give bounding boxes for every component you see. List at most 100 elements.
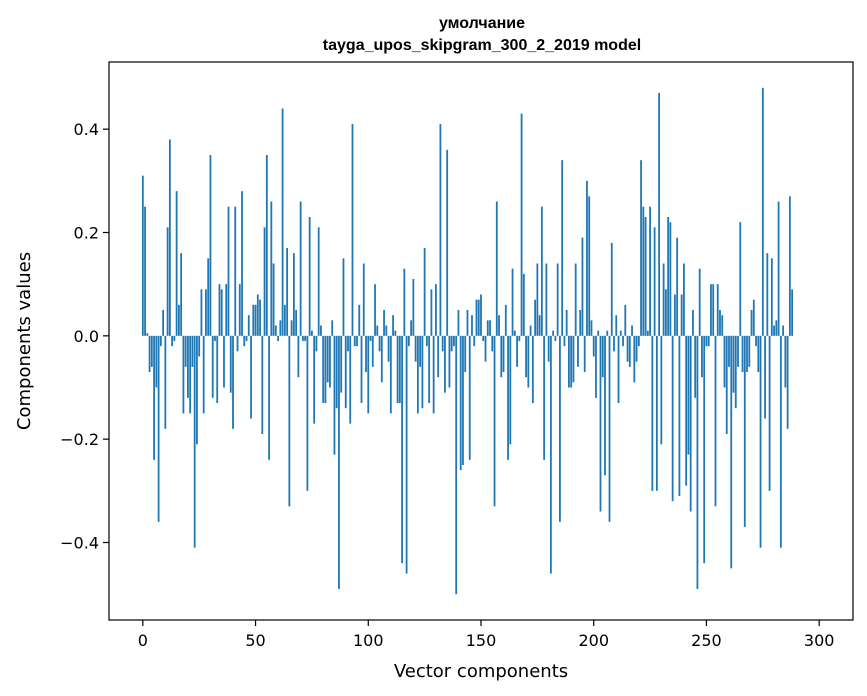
bar-230 [660,335,663,445]
bar-180 [547,335,550,362]
bar-160 [502,335,505,372]
bar-175 [536,263,539,336]
bar-127 [428,335,431,403]
y-tick-label: 0.2 [74,224,99,243]
bar-200 [592,335,595,357]
bar-69 [297,335,300,378]
bar-285 [784,335,787,388]
bar-35 [220,289,223,336]
bar-89 [342,258,345,336]
bar-25 [198,335,201,357]
bar-202 [597,330,600,336]
bar-154 [489,320,491,336]
bar-24 [196,335,198,445]
bar-31 [211,335,214,398]
bar-134 [444,335,446,393]
bar-92 [349,335,352,424]
x-tick-label: 250 [691,631,722,650]
bar-6 [155,335,158,388]
bar-193 [577,335,579,367]
bar-42 [236,335,239,352]
bar-135 [446,149,449,336]
bar-167 [518,335,521,341]
bar-161 [504,304,507,336]
bar-157 [495,201,498,336]
bar-110 [389,335,392,414]
bar-231 [662,263,665,336]
bar-73 [306,335,309,491]
bar-210 [615,315,618,336]
bar-64 [286,248,289,336]
bar-261 [730,335,733,569]
bar-213 [622,335,624,347]
bar-228 [655,335,658,491]
bar-255 [716,284,719,336]
bar-77 [315,335,318,352]
bar-219 [635,335,638,362]
bar-189 [568,335,570,388]
bar-140 [457,310,460,336]
bar-220 [637,335,640,347]
bar-117 [405,335,408,574]
bar-14 [173,335,176,341]
bar-253 [712,284,715,336]
bar-12 [168,139,171,336]
bar-205 [604,335,606,476]
bar-78 [317,227,320,336]
bar-265 [739,222,742,336]
bar-143 [464,335,467,372]
bar-82 [326,335,329,383]
bar-214 [624,304,627,336]
bar-236 [673,294,676,336]
bar-28 [205,289,207,336]
bar-53 [261,335,264,434]
bar-245 [694,335,697,398]
bar-191 [572,335,575,383]
bar-282 [777,201,780,336]
bar-259 [725,335,728,434]
chart-title-line-1: умолчание [439,15,525,32]
bar-129 [432,335,435,414]
bar-87 [338,335,340,589]
bar-22 [191,335,194,367]
bar-46 [245,335,248,341]
bar-4 [150,335,153,367]
bar-47 [247,315,250,336]
bar-142 [462,335,464,465]
bar-195 [581,237,584,336]
bar-207 [608,335,611,522]
bar-118 [407,335,410,347]
bar-203 [599,335,602,512]
bar-240 [683,263,685,336]
bar-232 [664,289,667,336]
bar-120 [412,279,415,336]
bar-81 [324,335,327,403]
x-tick-label: 50 [245,631,265,650]
y-tick-label: 0.4 [74,120,99,139]
bar-50 [254,304,257,336]
x-axis-label: Vector components [394,661,568,682]
bar-190 [570,335,573,388]
bar-272 [755,335,757,347]
bar-111 [392,315,394,336]
bar-147 [473,335,476,347]
bar-223 [644,217,647,336]
bar-16 [177,304,180,336]
bar-211 [617,335,620,403]
bar-149 [477,299,480,336]
bar-70 [299,201,302,336]
bar-23 [193,335,196,548]
x-tick-label: 150 [466,631,497,650]
bar-102 [371,335,374,367]
bar-243 [689,335,692,512]
bar-201 [595,335,597,398]
bar-152 [484,335,487,362]
bar-57 [270,201,273,336]
bar-37 [225,284,228,336]
bar-278 [768,335,771,491]
bar-276 [764,335,766,419]
bar-48 [250,335,252,419]
bar-116 [403,268,406,336]
bar-168 [520,113,523,336]
bar-183 [554,335,557,341]
